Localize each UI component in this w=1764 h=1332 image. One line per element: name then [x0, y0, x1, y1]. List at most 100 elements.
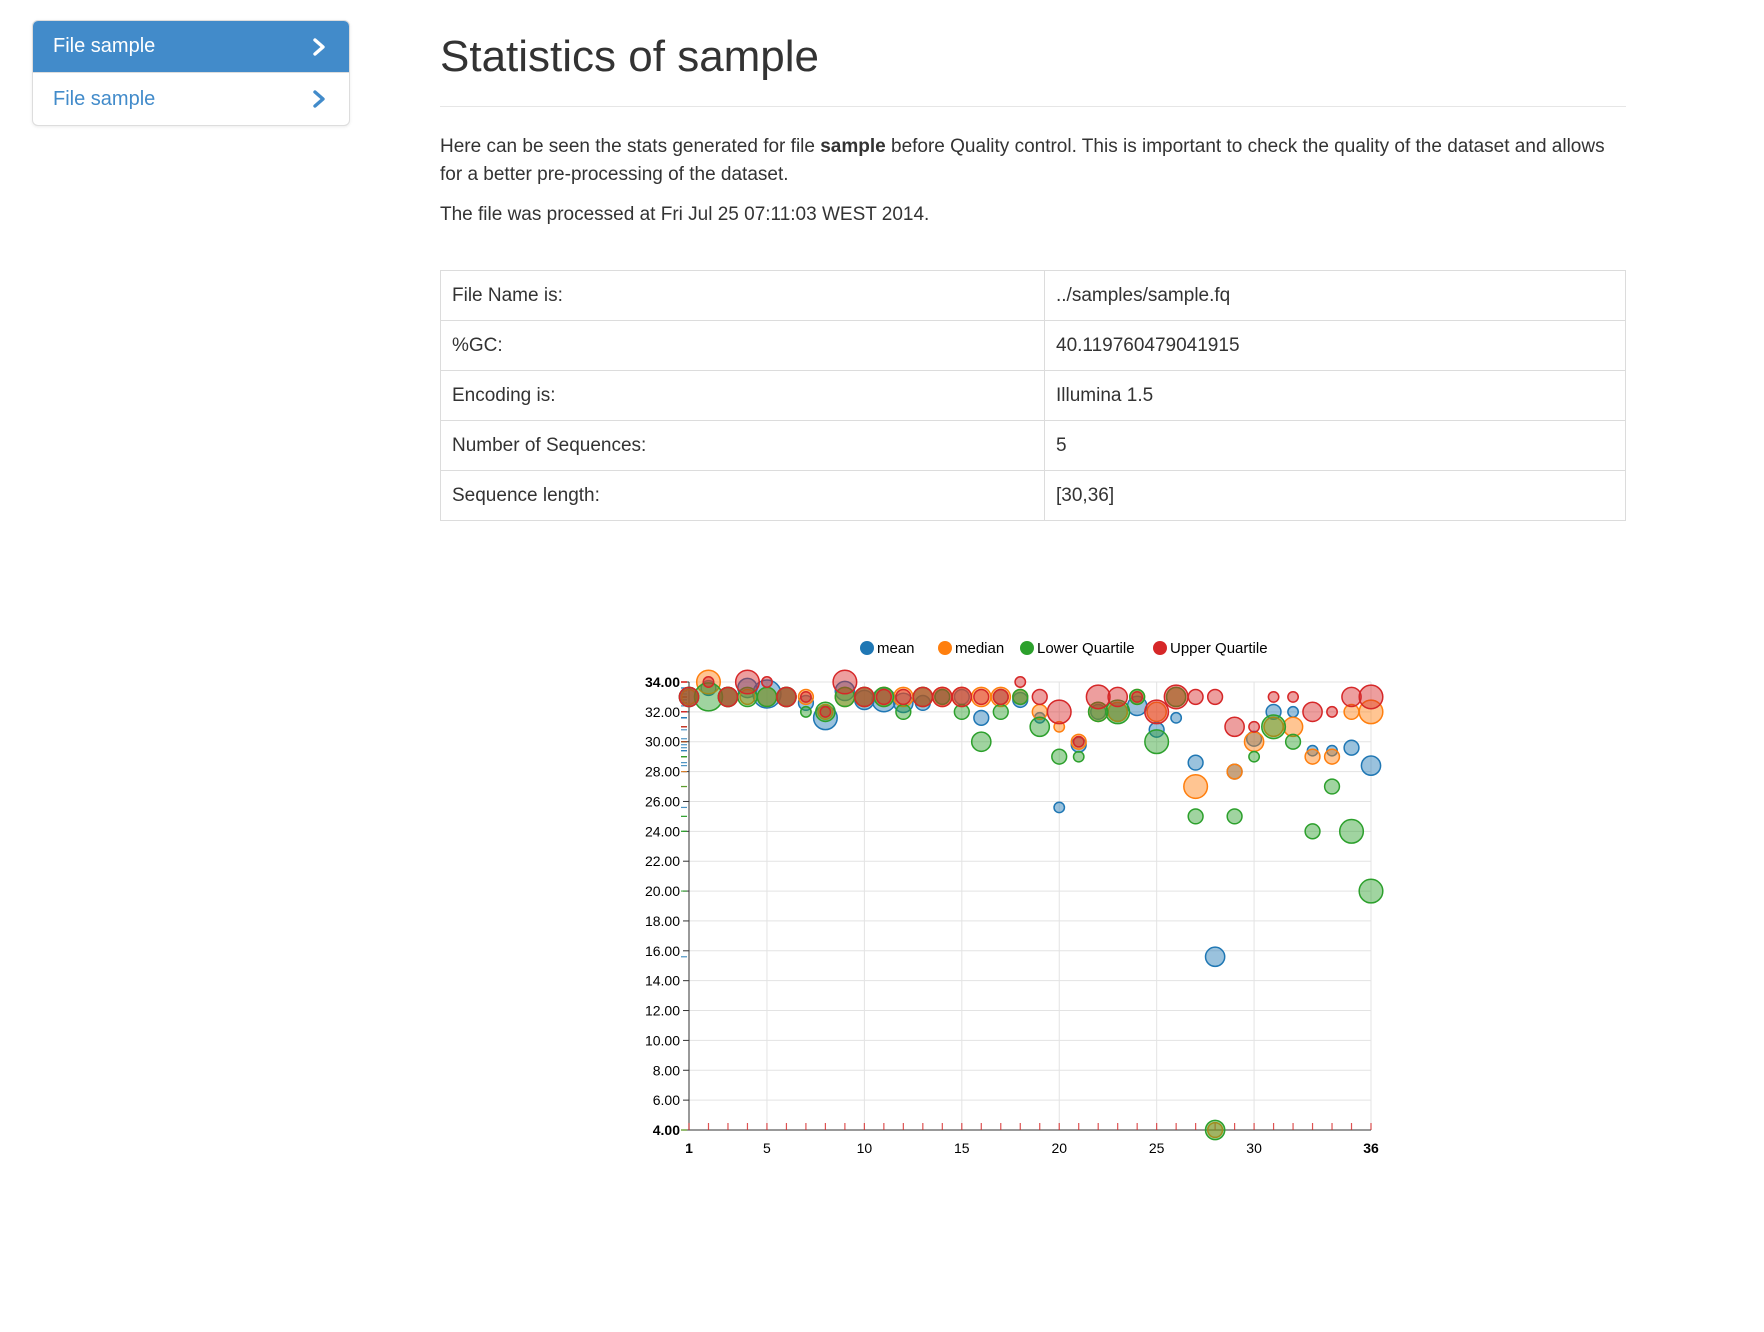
table-cell-value: ../samples/sample.fq — [1044, 270, 1626, 321]
data-point-upper-quartile — [1072, 735, 1085, 748]
legend-marker — [1020, 641, 1034, 655]
x-tick-label: 30 — [1246, 1140, 1262, 1156]
legend-label: median — [955, 640, 1004, 657]
data-point-upper-quartile — [1341, 686, 1362, 708]
data-point-upper-quartile — [1085, 684, 1111, 710]
data-point-lower-quartile — [815, 701, 836, 723]
data-point-median — [1304, 748, 1321, 765]
stats-table: File Name is: ../samples/sample.fq %GC: 40… — [440, 270, 1626, 521]
data-point-median — [1243, 731, 1265, 753]
y-tick-label: 8.00 — [653, 1062, 680, 1078]
title-divider — [440, 106, 1626, 107]
data-point-lower-quartile — [992, 703, 1009, 721]
data-point-lower-quartile — [756, 686, 778, 708]
data-point-lower-quartile — [1165, 686, 1187, 708]
chevron-right-icon — [309, 37, 329, 57]
data-point-upper-quartile — [1144, 699, 1170, 725]
data-point-mean — [700, 679, 717, 697]
legend-label: Upper Quartile — [1170, 640, 1268, 657]
data-point-lower-quartile — [799, 705, 812, 718]
data-point-median — [680, 688, 698, 706]
y-tick-label: 26.00 — [645, 793, 680, 809]
data-point-mean — [1053, 801, 1066, 814]
data-point-lower-quartile — [1304, 823, 1321, 840]
main-content: Statistics of sample Here can be seen th… — [440, 0, 1626, 521]
data-point-upper-quartile — [854, 686, 875, 708]
table-cell-key: Encoding is: — [440, 370, 1045, 421]
table-row: File Name is: ../samples/sample.fq — [440, 270, 1626, 321]
data-point-mean — [973, 709, 990, 726]
y-tick-label: 20.00 — [645, 883, 680, 899]
x-tick-label: 15 — [954, 1140, 970, 1156]
data-point-lower-quartile — [934, 688, 951, 706]
data-point-upper-quartile — [799, 690, 812, 703]
data-point-lower-quartile — [953, 703, 970, 721]
data-point-lower-quartile — [1051, 748, 1068, 765]
data-point-lower-quartile — [693, 682, 724, 712]
y-tick-label: 12.00 — [645, 1003, 680, 1019]
x-tick-label: 5 — [763, 1140, 771, 1156]
data-point-lower-quartile — [1261, 714, 1287, 740]
table-row: %GC: 40.119760479041915 — [440, 320, 1626, 371]
table-cell-key: Sequence length: — [440, 470, 1045, 521]
data-point-upper-quartile — [895, 688, 912, 706]
data-point-mean — [871, 687, 897, 713]
data-point-upper-quartile — [1287, 690, 1300, 703]
data-point-upper-quartile — [1131, 690, 1144, 703]
table-cell-value: 40.119760479041915 — [1044, 320, 1626, 371]
data-point-lower-quartile — [1248, 750, 1261, 763]
data-point-lower-quartile — [1323, 778, 1341, 795]
data-point-lower-quartile — [1012, 688, 1029, 706]
sidebar-item-label: File sample — [53, 35, 156, 57]
data-point-mean — [1187, 754, 1204, 771]
data-point-lower-quartile — [1029, 716, 1051, 738]
data-point-mean — [1287, 705, 1300, 718]
data-point-upper-quartile — [678, 686, 700, 708]
data-point-median — [1323, 748, 1341, 765]
data-point-lower-quartile — [1144, 729, 1170, 755]
y-tick-label: 28.00 — [645, 764, 680, 780]
chevron-right-icon — [309, 89, 329, 109]
y-tick-label: 18.00 — [645, 913, 680, 929]
data-point-upper-quartile — [1358, 684, 1384, 710]
sidebar-item-file-sample[interactable]: File sample — [33, 72, 349, 125]
y-tick-label: 6.00 — [653, 1092, 680, 1108]
table-row: Encoding is: Illumina 1.5 — [440, 370, 1626, 421]
data-point-lower-quartile — [1358, 878, 1384, 904]
data-point-upper-quartile — [1163, 684, 1189, 710]
data-point-lower-quartile — [1105, 699, 1131, 725]
legend-marker — [938, 641, 952, 655]
data-point-upper-quartile — [734, 669, 761, 695]
data-point-lower-quartile — [1187, 808, 1204, 825]
data-point-lower-quartile — [1338, 818, 1365, 844]
data-point-mean — [752, 679, 782, 709]
data-point-lower-quartile — [1204, 1119, 1226, 1141]
y-tick-label: 32.00 — [645, 704, 680, 720]
data-point-mean — [892, 692, 914, 714]
data-point-upper-quartile — [951, 686, 973, 708]
sidebar-item-label: File sample — [53, 87, 156, 110]
x-tick-label: 36 — [1363, 1140, 1379, 1156]
data-point-mean — [1170, 711, 1183, 724]
data-point-median — [1146, 701, 1168, 723]
y-tick-label: 34.00 — [645, 674, 680, 690]
y-tick-label: 16.00 — [645, 943, 680, 959]
legend-marker — [860, 641, 874, 655]
data-point-lower-quartile — [1072, 750, 1085, 763]
table-row: Sequence length: [30,36] — [440, 470, 1626, 521]
sidebar-nav: File sample File sample — [32, 20, 350, 126]
data-point-median — [1358, 699, 1384, 725]
data-point-mean — [1204, 946, 1226, 968]
y-tick-label: 22.00 — [645, 853, 680, 869]
intro-file-name: sample — [820, 136, 886, 157]
data-point-upper-quartile — [1031, 688, 1048, 706]
y-tick-label: 24.00 — [645, 823, 680, 839]
sidebar-item-file-sample-active[interactable]: File sample — [33, 21, 349, 72]
data-point-upper-quartile — [931, 686, 953, 708]
data-point-median — [1053, 720, 1066, 733]
table-cell-value: [30,36] — [1044, 470, 1626, 521]
data-point-upper-quartile — [717, 686, 739, 708]
quality-scatter-chart: 4.00 6.00 8.00 10.00 12.00 14.00 16.00 18.00 20.… — [600, 630, 1500, 1310]
processed-timestamp: The file was processed at Fri Jul 25 07:… — [440, 204, 930, 225]
page-title: Statistics of sample — [440, 32, 820, 81]
